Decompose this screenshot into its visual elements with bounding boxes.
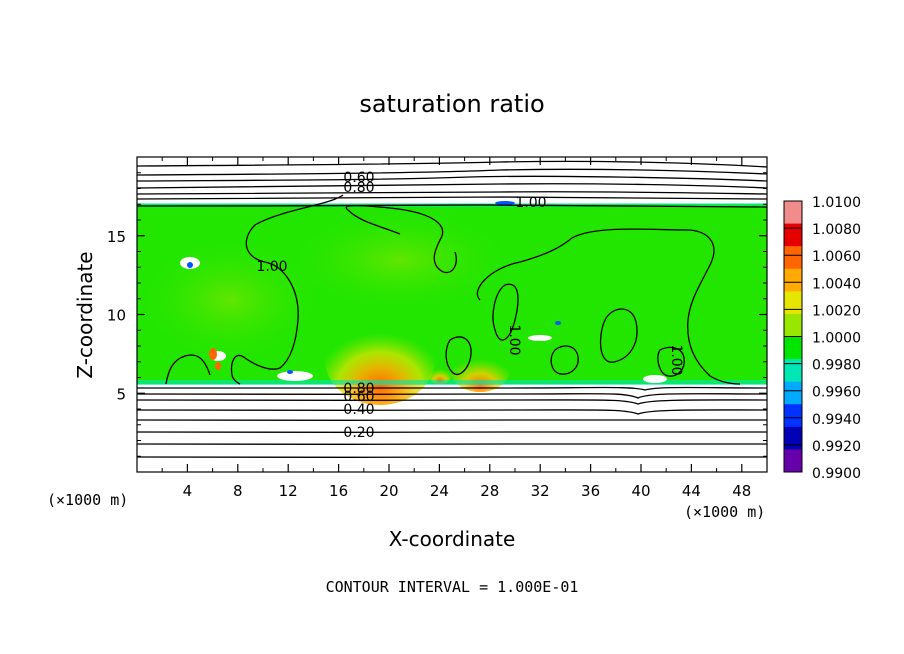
colorbar-label: 1.0080 xyxy=(812,222,861,238)
contour-label-5: 1.00 xyxy=(506,324,522,355)
cloud-base-edge xyxy=(137,380,767,385)
x-tick-label: 28 xyxy=(480,482,499,500)
x-tick-label: 32 xyxy=(531,482,550,500)
contour-label-9: 0.40 xyxy=(343,402,374,418)
colorbar-swatch xyxy=(784,291,802,315)
colorbar: 1.0100 1.0080 1.0060 1.0040 1.0020 1.0000 0.99… xyxy=(783,195,861,482)
contour-label-2: 0.80 xyxy=(343,180,374,196)
x-tick-label: 36 xyxy=(581,482,600,500)
colorbar-swatch xyxy=(784,268,802,292)
contour-upper-1 xyxy=(137,160,767,168)
contour-cloud-top xyxy=(137,204,767,208)
colorbar-label: 1.0040 xyxy=(812,276,861,292)
colorbar-label: 0.9980 xyxy=(812,358,861,374)
contour-bulge-1 xyxy=(345,204,457,274)
x-tick-label: 24 xyxy=(430,482,449,500)
colorbar-swatch xyxy=(784,313,802,337)
plot-area: 0.60 0.80 1.00 1.00 1.00 1.00 0.80 0.60 … xyxy=(137,157,767,472)
contour-cloud-right xyxy=(476,228,741,385)
colorbar-swatch xyxy=(784,246,802,270)
blue-speckles xyxy=(187,201,561,374)
colorbar-label: 1.0100 xyxy=(812,195,861,211)
y-tick-label: 5 xyxy=(116,385,126,403)
contour-cloud-left xyxy=(230,194,344,385)
contour-island-1 xyxy=(599,308,638,363)
colorbar-label: 1.0000 xyxy=(812,331,861,347)
x-tick-label: 20 xyxy=(379,482,398,500)
x-tick-label: 40 xyxy=(631,482,650,500)
x-unit-left: (×1000 m) xyxy=(47,491,128,509)
contour-upper-4 xyxy=(137,183,767,189)
x-tick-label: 44 xyxy=(682,482,701,500)
warm-region-main xyxy=(325,315,435,405)
field-tint-center xyxy=(290,210,510,310)
contour-lower-3 xyxy=(137,399,767,405)
y-tick-label: 10 xyxy=(107,307,126,325)
x-tick-label: 12 xyxy=(279,482,298,500)
field-tint-left xyxy=(140,240,320,360)
contour-lines xyxy=(137,160,767,459)
x-tick-label: 48 xyxy=(732,482,751,500)
contour-island-3 xyxy=(445,336,472,375)
warm-region-small xyxy=(428,364,452,384)
colorbar-swatch xyxy=(784,336,802,360)
x-axis-label: X-coordinate xyxy=(389,527,516,551)
colorbar-label: 0.9900 xyxy=(812,466,861,482)
contour-upper-5 xyxy=(137,191,767,195)
chart-title: saturation ratio xyxy=(359,90,544,118)
contour-label-7: 0.80 xyxy=(343,381,374,397)
white-speckles xyxy=(180,257,667,383)
x-tick-label: 8 xyxy=(233,482,243,500)
contour-island-4 xyxy=(550,345,579,375)
x-axis: 4 8 12 16 20 24 28 32 36 40 44 48 xyxy=(161,157,751,500)
contour-cloud-left-2 xyxy=(165,354,211,385)
contour-label-1: 0.60 xyxy=(343,170,374,186)
colorbar-swatch xyxy=(784,449,802,473)
contour-island-2 xyxy=(492,283,519,341)
y-axis: 5 10 15 xyxy=(107,172,767,457)
contour-lower-4 xyxy=(137,409,767,415)
colorbar-swatch xyxy=(784,404,802,428)
contour-upper-3 xyxy=(137,175,767,182)
colorbar-label: 0.9920 xyxy=(812,439,861,455)
colorbar-label: 1.0020 xyxy=(812,303,861,319)
colorbar-label: 1.0060 xyxy=(812,249,861,265)
y-axis-label: Z-coordinate xyxy=(73,251,97,378)
contour-interval-note: CONTOUR INTERVAL = 1.000E-01 xyxy=(326,578,579,596)
colorbar-swatch xyxy=(784,381,802,405)
contour-label-3: 1.00 xyxy=(515,195,546,211)
contour-lower-1 xyxy=(137,386,767,391)
contour-upper-2 xyxy=(137,168,767,176)
contour-label-10: 0.20 xyxy=(343,425,374,441)
colorbar-swatch xyxy=(784,426,802,450)
x-tick-label: 16 xyxy=(329,482,348,500)
y-tick-label: 15 xyxy=(107,228,126,246)
contour-island-5 xyxy=(657,346,685,377)
contour-label-8: 0.60 xyxy=(343,389,374,405)
colorbar-label: 0.9960 xyxy=(812,385,861,401)
colorbar-label: 0.9940 xyxy=(812,412,861,428)
colorbar-swatch xyxy=(784,201,802,225)
x-tick-label: 4 xyxy=(183,482,193,500)
warm-region-right xyxy=(450,348,510,392)
contour-labels: 0.60 0.80 1.00 1.00 1.00 1.00 0.80 0.60 … xyxy=(256,170,684,441)
colorbar-swatch xyxy=(784,223,802,247)
orange-speckles xyxy=(209,348,221,370)
contour-upper-6 xyxy=(137,196,767,200)
contour-label-4: 1.00 xyxy=(256,259,287,275)
colorbar-swatch xyxy=(784,359,802,383)
x-unit-right: (×1000 m) xyxy=(684,503,765,521)
contour-lower-2 xyxy=(137,393,767,399)
contour-label-6: 1.00 xyxy=(668,344,684,375)
